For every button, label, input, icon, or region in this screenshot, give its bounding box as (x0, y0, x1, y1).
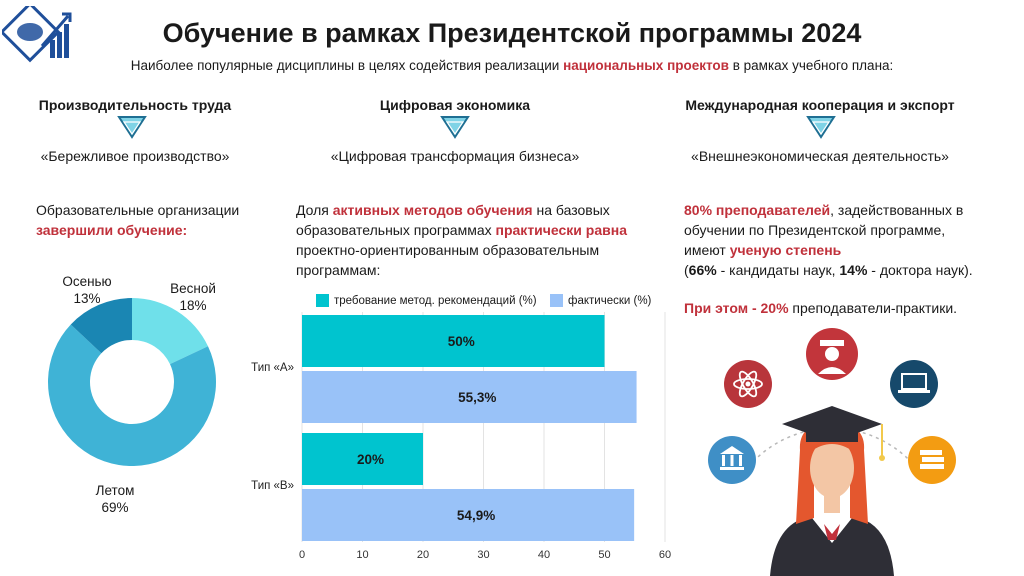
x-tick-label: 10 (356, 549, 368, 561)
donut-value-summer: 69% (101, 500, 129, 515)
books-icon (908, 436, 956, 484)
page-subtitle: Наиболее популярные дисциплины в целях с… (0, 58, 1024, 73)
donut-category-summer: Летом (95, 483, 135, 498)
right-text-bold: 14% (839, 262, 868, 278)
column-heading-export: Международная кооперация и экспорт (685, 97, 955, 113)
column-topic-productivity: «Бережливое производство» (40, 148, 230, 164)
column-heading-digital: Цифровая экономика (379, 97, 531, 113)
middle-text-part: проектно-ориентированным образовательным… (296, 242, 600, 278)
right-text-highlight: 80% преподавателей (684, 202, 831, 218)
right-text-highlight: ученую степень (729, 242, 842, 258)
right-text-part: , задействованных в обучении по Президен… (684, 202, 964, 258)
column-topic-digital: «Цифровая трансформация бизнеса» (330, 148, 580, 164)
column-heading-productivity: Производительность труда (38, 97, 232, 113)
donut-value-spring: 18% (179, 298, 207, 313)
graduate-avatar-icon (806, 328, 858, 380)
right-text-part: ( (684, 262, 689, 278)
laptop-icon (890, 360, 938, 408)
donut-slice-2 (70, 298, 132, 354)
x-tick-label: 0 (299, 549, 305, 561)
donut-category-autumn: Осенью (62, 274, 112, 289)
left-text-line: Образовательные организации (36, 202, 240, 218)
x-tick-label: 20 (417, 549, 429, 561)
middle-text: Доля активных методов обучения на базовы… (296, 200, 636, 280)
column-topic-export: «Внешнеэкономическая деятельность» (691, 148, 949, 164)
left-text: Образовательные организации завершили об… (36, 200, 276, 240)
x-tick-label: 30 (477, 549, 489, 561)
bar-1-0 (302, 433, 423, 485)
subtitle-text-end: в рамках учебного плана: (728, 58, 894, 73)
middle-text-part: на базовых образовательных программах (296, 202, 610, 238)
right-text-part: - доктора наук). (867, 262, 973, 278)
bar-1-1 (302, 489, 635, 541)
donut-category-spring: Весной (170, 281, 216, 296)
bank-icon (708, 436, 756, 484)
x-tick-label: 40 (538, 549, 550, 561)
donut-label-summer: Летом 69% (80, 482, 150, 516)
bar-0-1 (302, 371, 637, 423)
bar-value-label: 50% (448, 334, 475, 349)
chevron-down-icon (440, 116, 470, 139)
chevron-down-icon (806, 116, 836, 139)
x-tick-label: 50 (598, 549, 610, 561)
bar-value-label: 20% (357, 452, 384, 467)
right-text-footnote: При этом - 20% преподаватели-практики. (684, 298, 984, 318)
x-tick-label: 60 (659, 549, 671, 561)
donut-value-autumn: 13% (73, 291, 101, 306)
chevron-down-icon (117, 116, 147, 139)
bar-chart: 0 10 20 30 40 50 60 50% 55,3% Тип «А» 20% 54,9% Тип … (251, 312, 671, 561)
bar-value-label: 54,9% (457, 508, 495, 523)
bar-value-label: 55,3% (458, 390, 496, 405)
middle-text-part: Доля (296, 202, 333, 218)
donut-label-spring: Весной 18% (158, 280, 228, 314)
legend-swatch (550, 294, 563, 307)
category-label: Тип «В» (251, 480, 294, 492)
subtitle-highlight: национальных проектов (563, 58, 729, 73)
legend-label: требование метод. рекомендаций (%) (334, 294, 537, 307)
donut-slice-1 (47, 324, 216, 466)
donut-slice-0 (132, 298, 209, 365)
atom-icon (724, 360, 772, 408)
page-title: Обучение в рамках Президентской программ… (162, 18, 862, 48)
donut-chart (47, 298, 216, 466)
right-text: 80% преподавателей, задействованных в об… (684, 200, 984, 280)
legend-item-actual: фактически (%) (550, 294, 651, 307)
logo-icon (2, 6, 72, 63)
category-label: Тип «А» (251, 362, 294, 374)
donut-label-autumn: Осенью 13% (52, 273, 122, 307)
right-text-part: преподаватели-практики. (788, 300, 958, 316)
right-text-highlight: При этом - 20% (684, 300, 789, 316)
left-text-highlight: завершили обучение: (36, 222, 188, 238)
middle-text-highlight: практически равна (495, 222, 627, 238)
middle-text-highlight: активных методов обучения (332, 202, 533, 218)
legend-label: фактически (%) (568, 294, 652, 307)
right-text-part: - кандидаты наук, (716, 262, 840, 278)
graduate-illustration (708, 328, 956, 576)
bar-0-0 (302, 315, 605, 367)
right-text-bold: 66% (688, 262, 717, 278)
legend-item-requirement: требование метод. рекомендаций (%) (316, 294, 537, 307)
subtitle-text: Наиболее популярные дисциплины в целях с… (130, 58, 564, 73)
legend-swatch (316, 294, 329, 307)
